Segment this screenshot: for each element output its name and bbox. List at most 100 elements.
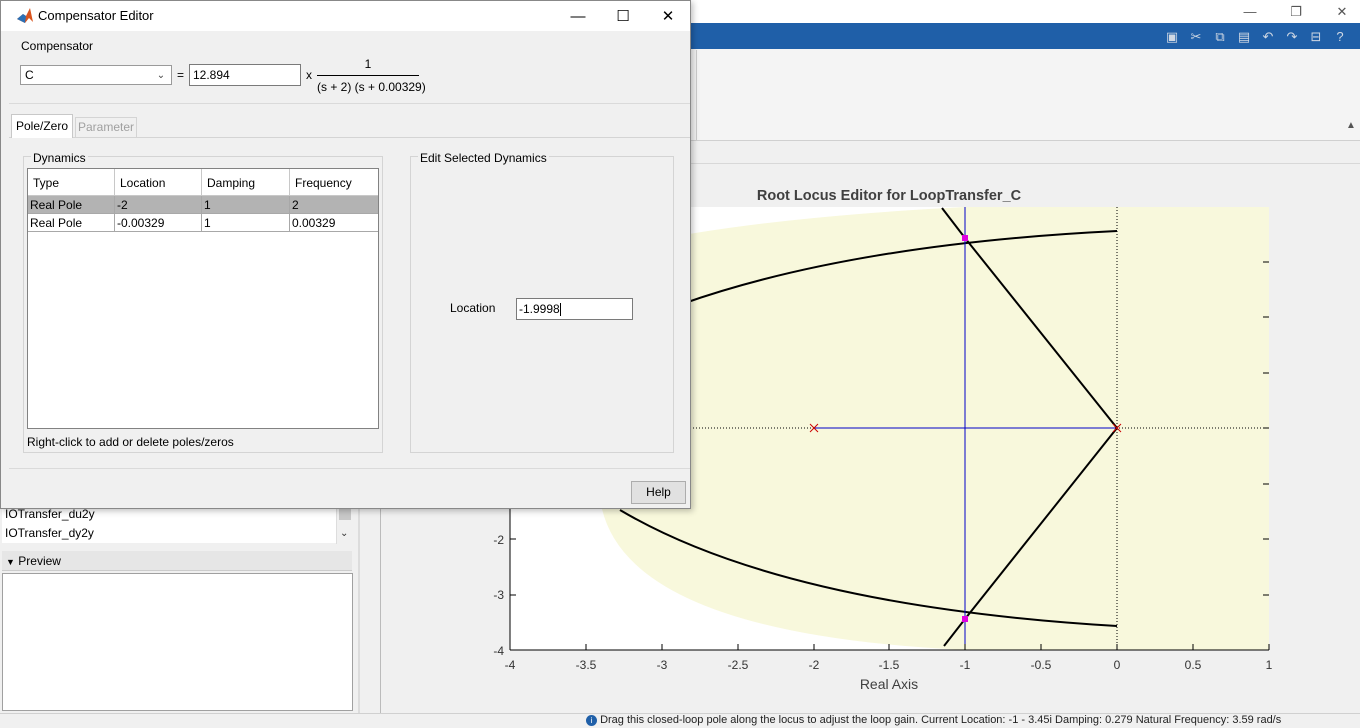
x-tick-label: -0.5 bbox=[1031, 658, 1052, 672]
dynamics-table[interactable]: Type Location Damping Frequency Real Pol… bbox=[27, 168, 379, 429]
copy-icon[interactable]: ⧉ bbox=[1215, 28, 1225, 44]
tab-parameter[interactable]: Parameter bbox=[75, 117, 137, 137]
preview-header[interactable]: ▼ Preview bbox=[2, 551, 352, 571]
cut-icon[interactable]: ✂ bbox=[1190, 28, 1202, 44]
tab-pole-zero[interactable]: Pole/Zero bbox=[11, 114, 73, 138]
status-text: Drag this closed-loop pole along the loc… bbox=[600, 714, 1282, 726]
divider bbox=[9, 103, 690, 104]
y-tick-labels: -2 -3 -4 bbox=[493, 533, 504, 658]
column-header-location[interactable]: Location bbox=[115, 169, 202, 196]
undo-icon[interactable]: ↶ bbox=[1262, 28, 1274, 44]
scrollbar-thumb[interactable] bbox=[339, 508, 351, 520]
column-header-frequency[interactable]: Frequency bbox=[290, 169, 378, 196]
y-tick-label: -3 bbox=[493, 588, 504, 602]
table-cell-damping[interactable]: 1 bbox=[202, 196, 290, 214]
locus-branch-upper-ext bbox=[941, 207, 966, 239]
compensator-group-label: Compensator bbox=[21, 39, 94, 53]
status-message: i Drag this closed-loop pole along the l… bbox=[586, 714, 1281, 726]
list-scrollbar[interactable]: ⌄ bbox=[336, 506, 353, 544]
matlab-logo-icon bbox=[17, 8, 33, 23]
table-row[interactable]: Real Pole -0.00329 1 0.00329 bbox=[28, 214, 378, 232]
plot-title: Root Locus Editor for LoopTransfer_C bbox=[757, 188, 1022, 204]
fraction-bar bbox=[317, 75, 419, 76]
x-tick-label: -1.5 bbox=[879, 658, 900, 672]
y-axis-ticks bbox=[510, 261, 1269, 596]
location-input[interactable]: -1.9998 bbox=[516, 298, 633, 320]
dynamics-group bbox=[23, 156, 383, 453]
times-sign: x bbox=[306, 68, 312, 82]
table-cell-frequency[interactable]: 2 bbox=[290, 196, 378, 214]
status-bar bbox=[0, 713, 1360, 728]
transfer-function-numerator: 1 bbox=[364, 57, 372, 71]
column-header-damping[interactable]: Damping bbox=[202, 169, 290, 196]
app-close-icon[interactable]: ✕ bbox=[1336, 3, 1348, 19]
dynamics-hint: Right-click to add or delete poles/zeros bbox=[27, 435, 234, 449]
window-layout-icon[interactable]: ⊟ bbox=[1310, 28, 1322, 44]
locus-branch-lower bbox=[964, 427, 1118, 620]
open-loop-pole-marker bbox=[1112, 423, 1122, 433]
preview-label: Preview bbox=[18, 554, 61, 568]
x-tick-label: 0 bbox=[1114, 658, 1121, 672]
help-button[interactable]: Help bbox=[631, 481, 686, 504]
x-tick-labels: -4 -3.5 -3 -2.5 -2 -1.5 -1 -0.5 0 0.5 1 bbox=[505, 658, 1273, 672]
locus-ellipse-lower bbox=[619, 509, 1118, 627]
transfer-function-denominator: (s + 2) (s + 0.00329) bbox=[317, 80, 426, 94]
app-restore-icon[interactable]: ❐ bbox=[1290, 3, 1302, 19]
chevron-down-icon[interactable]: ⌄ bbox=[340, 528, 349, 539]
list-item[interactable]: IOTransfer_dy2y bbox=[2, 524, 336, 543]
location-value: -1.9998 bbox=[519, 302, 560, 316]
app-minimize-icon[interactable]: — bbox=[1243, 4, 1257, 19]
dialog-titlebar[interactable] bbox=[1, 1, 690, 31]
x-axis-label: Real Axis bbox=[860, 676, 918, 692]
x-tick-label: 0.5 bbox=[1185, 658, 1202, 672]
help-icon[interactable]: ? bbox=[1336, 29, 1344, 44]
x-tick-label: -4 bbox=[505, 658, 516, 672]
x-axis-ticks bbox=[509, 644, 1270, 650]
y-tick-label: -4 bbox=[493, 644, 504, 658]
list-item[interactable]: IOTransfer_du2y bbox=[2, 505, 336, 524]
chevron-down-icon[interactable]: ⌄ bbox=[156, 69, 166, 81]
locus-branch-upper bbox=[964, 237, 1118, 429]
collapse-triangle-icon: ▼ bbox=[6, 557, 15, 567]
table-cell-damping[interactable]: 1 bbox=[202, 214, 290, 232]
minimize-icon[interactable]: — bbox=[570, 7, 586, 25]
plot-panel-border bbox=[380, 500, 381, 715]
closed-loop-pole-marker bbox=[962, 616, 968, 622]
x-tick-label: -2.5 bbox=[728, 658, 749, 672]
paste-icon[interactable]: ▤ bbox=[1237, 28, 1251, 44]
closed-loop-pole-marker bbox=[962, 235, 968, 241]
collapse-ribbon-icon[interactable]: ▲ bbox=[1346, 120, 1356, 131]
panel-splitter[interactable] bbox=[358, 505, 360, 715]
divider bbox=[9, 468, 690, 469]
compensator-editor-dialog: Compensator Editor — ☐ ✕ Compensator C ⌄… bbox=[0, 0, 691, 509]
equals-sign: = bbox=[177, 68, 185, 82]
y-tick-label: -2 bbox=[493, 533, 504, 547]
gain-input[interactable]: 12.894 bbox=[189, 64, 301, 86]
redo-icon[interactable]: ↷ bbox=[1286, 28, 1298, 44]
table-cell-type[interactable]: Real Pole bbox=[28, 196, 115, 214]
x-tick-label: -2 bbox=[809, 658, 820, 672]
locus-ellipse-upper bbox=[681, 230, 1118, 305]
save-icon[interactable]: ▣ bbox=[1165, 28, 1179, 44]
locus-branch-lower-ext bbox=[943, 618, 966, 647]
dialog-title: Compensator Editor bbox=[38, 8, 154, 23]
close-icon[interactable]: ✕ bbox=[661, 8, 675, 25]
document-tabbar bbox=[690, 141, 1360, 164]
table-row[interactable]: Real Pole -2 1 2 bbox=[28, 196, 378, 214]
edit-dynamics-group-label: Edit Selected Dynamics bbox=[418, 151, 549, 165]
table-cell-frequency[interactable]: 0.00329 bbox=[290, 214, 378, 232]
ribbon-divider bbox=[696, 50, 697, 140]
preview-pane bbox=[2, 573, 353, 711]
column-header-type[interactable]: Type bbox=[28, 169, 115, 196]
table-cell-type[interactable]: Real Pole bbox=[28, 214, 115, 232]
maximize-icon[interactable]: ☐ bbox=[616, 8, 630, 25]
text-caret bbox=[559, 303, 561, 317]
location-label: Location bbox=[450, 301, 496, 315]
table-cell-location[interactable]: -2 bbox=[115, 196, 202, 214]
table-cell-location[interactable]: -0.00329 bbox=[115, 214, 202, 232]
compensator-select[interactable]: C bbox=[20, 65, 172, 85]
x-tick-label: -3 bbox=[657, 658, 668, 672]
x-tick-label: -3.5 bbox=[576, 658, 597, 672]
info-icon: i bbox=[586, 714, 597, 726]
x-tick-label: -1 bbox=[960, 658, 971, 672]
